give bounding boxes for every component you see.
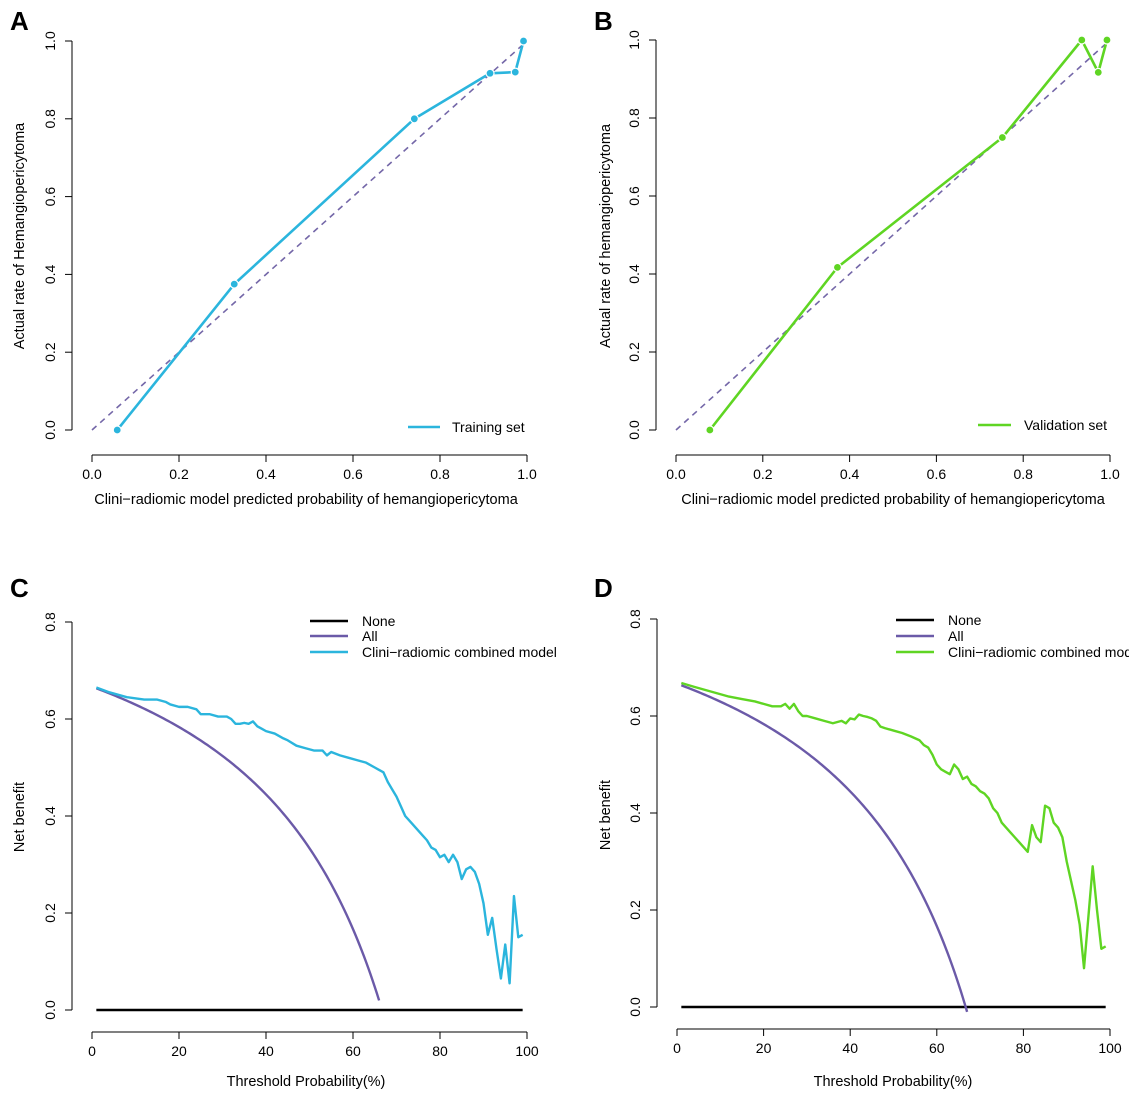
x-tick-label: 0.4 xyxy=(840,466,860,482)
data-point xyxy=(1102,35,1112,45)
data-point xyxy=(229,279,239,289)
y-tick-label: 0.4 xyxy=(626,264,642,284)
legend-entry: Clini−radiomic combined model xyxy=(948,644,1129,660)
series-line-clini-radiomic-combined-model xyxy=(680,681,1107,970)
x-tick-label: 80 xyxy=(1016,1040,1032,1056)
y-tick-label: 0.2 xyxy=(42,903,58,923)
x-tick-label: 0.0 xyxy=(82,466,102,482)
data-point xyxy=(409,114,419,124)
x-tick-label: 100 xyxy=(1098,1040,1122,1056)
y-tick-label: 0.6 xyxy=(626,186,642,206)
chart-panel-c: C 0 20 40 60 80 100 0.0 0.2 0.4 0.6 0.8 Threshold Pr… xyxy=(10,573,557,1090)
y-axis-label: Net benefit xyxy=(12,782,28,852)
x-tick-label: 0.2 xyxy=(169,466,189,482)
y-tick-label: 0.4 xyxy=(627,803,643,823)
y-tick-label: 0.4 xyxy=(42,264,58,284)
x-tick-label: 0 xyxy=(88,1043,96,1059)
legend-entry: Training set xyxy=(452,419,525,435)
legend-entry: All xyxy=(362,628,378,644)
y-axis-label: Net benefit xyxy=(598,780,614,850)
chart-panel-b: B 0.0 0.2 0.4 0.6 0.8 1.0 0.0 0.2 0.4 0.6 0.8 1.0 Cli… xyxy=(594,6,1120,508)
chart-panel-d: D 0 20 40 60 80 100 0.0 0.2 0.4 0.6 0.8 Threshold Pr… xyxy=(594,573,1129,1090)
legend-entry: Clini−radiomic combined model xyxy=(362,644,557,660)
x-tick-label: 20 xyxy=(756,1040,772,1056)
y-tick-label: 0.0 xyxy=(626,420,642,440)
y-tick-label: 0.6 xyxy=(627,706,643,726)
panel-letter: C xyxy=(10,573,29,603)
panel-letter: D xyxy=(594,573,613,603)
y-tick-label: 0.6 xyxy=(42,187,58,207)
y-tick-label: 0.8 xyxy=(626,108,642,128)
series-line-all xyxy=(95,687,381,1001)
x-tick-label: 80 xyxy=(432,1043,448,1059)
data-point xyxy=(112,425,122,435)
series-line-clini-radiomic-combined-model xyxy=(95,686,524,985)
x-tick-label: 0.8 xyxy=(1013,466,1033,482)
chart-panel-a: A 0.0 0.2 0.4 0.6 0.8 1.0 0.0 0.2 0.4 0.6 0.8 1.0 Cli… xyxy=(10,6,537,508)
legend-entry: None xyxy=(362,613,396,629)
x-tick-label: 40 xyxy=(842,1040,858,1056)
y-tick-label: 0.0 xyxy=(42,1000,58,1020)
x-tick-label: 60 xyxy=(345,1043,361,1059)
y-tick-label: 1.0 xyxy=(626,30,642,50)
x-tick-label: 20 xyxy=(171,1043,187,1059)
x-tick-label: 0.6 xyxy=(343,466,363,482)
y-tick-label: 0.2 xyxy=(626,342,642,362)
y-tick-label: 1.0 xyxy=(42,31,58,51)
legend-entry: None xyxy=(948,612,982,628)
data-point xyxy=(705,425,715,435)
y-tick-label: 0.4 xyxy=(42,806,58,826)
data-point xyxy=(485,68,495,78)
x-axis-label: Threshold Probability(%) xyxy=(814,1074,973,1090)
y-tick-label: 0.6 xyxy=(42,709,58,729)
data-point xyxy=(510,67,520,77)
y-tick-label: 0.8 xyxy=(627,609,643,629)
legend: Training set xyxy=(408,419,525,435)
x-tick-label: 60 xyxy=(929,1040,945,1056)
x-tick-label: 0.0 xyxy=(666,466,686,482)
x-tick-label: 1.0 xyxy=(1100,466,1120,482)
series-line-validation-set xyxy=(708,38,1109,431)
y-tick-label: 0.0 xyxy=(42,420,58,440)
series-line-training-set xyxy=(116,40,525,431)
data-point xyxy=(997,132,1007,143)
panel-letter: A xyxy=(10,6,29,36)
y-axis-label: Actual rate of Hemangiopericytoma xyxy=(12,122,28,349)
panel-letter: B xyxy=(594,6,613,36)
legend-entry: All xyxy=(948,628,964,644)
legend: Validation set xyxy=(978,417,1107,433)
x-axis-label: Clini−radiomic model predicted probabili… xyxy=(681,492,1105,508)
x-tick-label: 0.2 xyxy=(753,466,773,482)
x-tick-label: 0.6 xyxy=(927,466,947,482)
x-tick-label: 0.8 xyxy=(430,466,450,482)
y-tick-label: 0.2 xyxy=(42,342,58,362)
y-tick-label: 0.2 xyxy=(627,900,643,920)
y-axis-label: Actual rate of hemangiopericytoma xyxy=(598,123,614,348)
series-line-all xyxy=(680,684,969,1013)
data-point xyxy=(1093,67,1103,77)
data-point xyxy=(1077,35,1087,45)
data-point xyxy=(832,262,843,272)
x-axis-label: Threshold Probability(%) xyxy=(227,1074,386,1090)
y-tick-label: 0.0 xyxy=(627,997,643,1017)
x-tick-label: 40 xyxy=(258,1043,274,1059)
x-tick-label: 100 xyxy=(515,1043,539,1059)
x-tick-label: 0 xyxy=(673,1040,681,1056)
series-line-ideal xyxy=(675,39,1111,431)
y-tick-label: 0.8 xyxy=(42,109,58,129)
data-point xyxy=(518,36,529,46)
x-axis-label: Clini−radiomic model predicted probabili… xyxy=(94,492,518,508)
legend-entry: Validation set xyxy=(1024,417,1107,433)
x-tick-label: 0.4 xyxy=(256,466,276,482)
x-tick-label: 1.0 xyxy=(517,466,537,482)
series-line-ideal xyxy=(91,40,528,431)
y-tick-label: 0.8 xyxy=(42,612,58,632)
